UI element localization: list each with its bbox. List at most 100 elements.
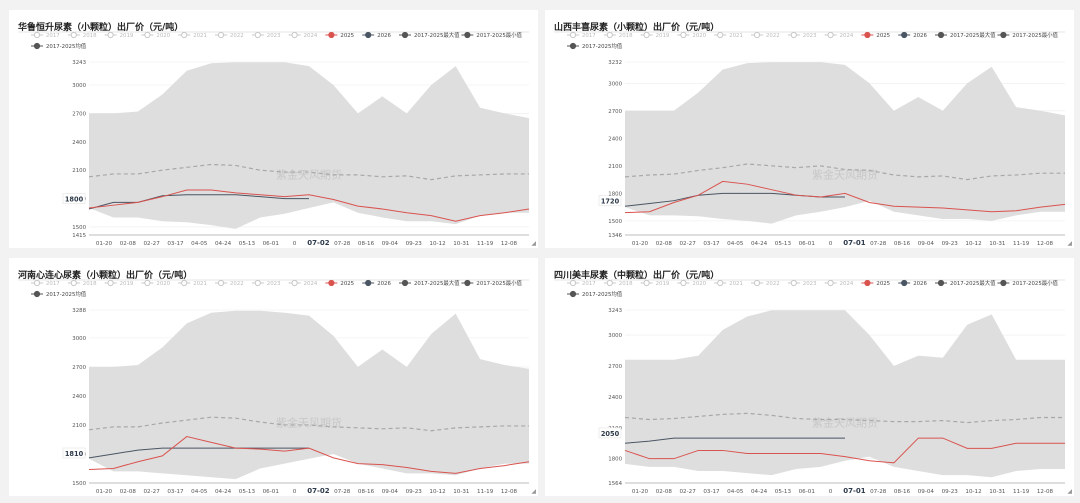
legend-marker: [901, 279, 908, 287]
legend-label-year[interactable]: 2021: [729, 281, 743, 287]
legend-label-year[interactable]: 2020: [156, 33, 170, 39]
x-tick-label: 01-20: [632, 241, 649, 247]
legend-label-year[interactable]: 2023: [267, 33, 281, 39]
x-tick-label: 03-17: [703, 489, 720, 495]
legend-marker: [569, 279, 577, 287]
legend-label-2025[interactable]: 2025: [876, 33, 890, 39]
legend-label-year[interactable]: 2020: [156, 281, 170, 287]
legend-label-year[interactable]: 2021: [193, 281, 207, 287]
legend-label-2025[interactable]: 2025: [876, 281, 890, 287]
legend-label-year[interactable]: 2019: [120, 281, 134, 287]
legend-label-year[interactable]: 2022: [230, 281, 244, 287]
y-tick-label: 2700: [72, 365, 86, 371]
legend-label-year[interactable]: 2023: [267, 281, 281, 287]
resize-handle-icon[interactable]: ◢: [1067, 488, 1072, 495]
legend-label-max[interactable]: 2017-2025最大值: [414, 279, 460, 287]
legend-marker: [144, 279, 151, 287]
legend-label-year[interactable]: 2024: [304, 281, 318, 287]
x-tick-label: 04-24: [215, 489, 232, 495]
legend-label-year[interactable]: 2018: [619, 33, 633, 39]
x-tick-label: 08-16: [894, 489, 911, 495]
y-tick-label: 3243: [608, 308, 622, 314]
legend-marker: [33, 279, 41, 287]
legend-label-2026[interactable]: 2026: [913, 281, 927, 287]
legend-label-year[interactable]: 2017: [582, 33, 596, 39]
legend-label-avg[interactable]: 2017-2025均值: [582, 42, 623, 50]
legend-marker: [569, 290, 577, 298]
legend-label-year[interactable]: 2023: [803, 281, 817, 287]
x-tick-label: 07-28: [870, 241, 887, 247]
legend-label-2026[interactable]: 2026: [913, 33, 927, 39]
x-tick-label: 08-16: [358, 241, 375, 247]
legend-label-year[interactable]: 2021: [729, 33, 743, 39]
legend-marker: [217, 31, 225, 39]
chart-panel-4: 四川美丰尿素（中颗粒）出厂价（元/吨） 2017 2018 2019 2020 2021…: [545, 258, 1074, 496]
y-tick-label: 3288: [72, 308, 86, 314]
legend-marker: [401, 31, 409, 39]
legend-label-min[interactable]: 2017-2025最小值: [1012, 31, 1058, 39]
series-2026-line: [624, 437, 845, 444]
x-tick-label: 11-19: [477, 489, 494, 495]
legend-label-year[interactable]: 2020: [692, 281, 706, 287]
legend-label-max[interactable]: 2017-2025最大值: [414, 31, 460, 39]
legend-label-year[interactable]: 2022: [766, 281, 780, 287]
watermark: 紫金天风期货: [276, 168, 342, 182]
x-tick-label: 10-12: [429, 241, 445, 247]
legend-label-min[interactable]: 2017-2025最小值: [476, 31, 522, 39]
x-tick-label: 12-08: [501, 489, 518, 495]
x-tick-label: 02-27: [680, 489, 697, 495]
legend-label-year[interactable]: 2018: [619, 281, 633, 287]
y-tick-label: 2400: [608, 136, 622, 142]
legend-label-2026[interactable]: 2026: [377, 33, 391, 39]
legend-label-year[interactable]: 2023: [803, 33, 817, 39]
legend-label-year[interactable]: 2022: [230, 33, 244, 39]
legend-marker: [107, 279, 114, 287]
resize-handle-icon[interactable]: ◢: [1067, 240, 1072, 247]
legend-marker: [643, 279, 650, 287]
legend-label-max[interactable]: 2017-2025最大值: [950, 279, 996, 287]
legend-label-year[interactable]: 2024: [304, 33, 318, 39]
y-tick-label: 1500: [608, 219, 622, 225]
legend-marker: [569, 31, 577, 39]
legend-label-2026[interactable]: 2026: [377, 281, 391, 287]
y-tick-label: 3000: [72, 83, 86, 89]
legend-label-year[interactable]: 2019: [120, 33, 134, 39]
legend-label-year[interactable]: 2022: [766, 33, 780, 39]
x-tick-label: 07-28: [870, 489, 887, 495]
legend-label-avg[interactable]: 2017-2025均值: [46, 42, 87, 50]
legend-label-year[interactable]: 2017: [46, 281, 60, 287]
legend-label-year[interactable]: 2018: [83, 281, 97, 287]
legend-label-year[interactable]: 2019: [656, 33, 670, 39]
legend-marker: [144, 31, 151, 39]
legend-label-2025[interactable]: 2025: [340, 281, 354, 287]
legend-label-min[interactable]: 2017-2025最小值: [476, 279, 522, 287]
legend-label-year[interactable]: 2024: [840, 281, 854, 287]
x-tick-label: 08-16: [894, 241, 911, 247]
legend-label-avg[interactable]: 2017-2025均值: [582, 290, 623, 298]
x-tick-label: 12-08: [501, 241, 518, 247]
legend-label-year[interactable]: 2017: [582, 281, 596, 287]
legend-label-year[interactable]: 2018: [83, 33, 97, 39]
legend-label-2025[interactable]: 2025: [340, 33, 354, 39]
current-date-label: 07-02: [307, 239, 330, 247]
legend-marker: [328, 279, 335, 287]
legend-marker: [401, 279, 409, 287]
legend-label-year[interactable]: 2021: [193, 33, 207, 39]
legend-marker: [937, 279, 945, 287]
x-tick-label: 04-05: [727, 241, 744, 247]
legend-label-max[interactable]: 2017-2025最大值: [950, 31, 996, 39]
legend-label-year[interactable]: 2020: [692, 33, 706, 39]
resize-handle-icon[interactable]: ◢: [531, 240, 536, 247]
legend-label-year[interactable]: 2024: [840, 33, 854, 39]
y-tick-label: 1800: [608, 191, 622, 197]
series-avg-line: [624, 412, 1065, 424]
legend-label-year[interactable]: 2017: [46, 33, 60, 39]
legend-label-year[interactable]: 2019: [656, 281, 670, 287]
legend-marker: [717, 31, 724, 39]
legend-label-min[interactable]: 2017-2025最小值: [1012, 279, 1058, 287]
y-tick-label: 3000: [72, 336, 86, 342]
legend-label-avg[interactable]: 2017-2025均值: [46, 290, 87, 298]
x-tick-label: 06-01: [799, 489, 816, 495]
resize-handle-icon[interactable]: ◢: [531, 488, 536, 495]
chart-svg: 2017 2018 2019 2020 2021 2022 2023 2024 2025 2026…: [554, 279, 1065, 495]
